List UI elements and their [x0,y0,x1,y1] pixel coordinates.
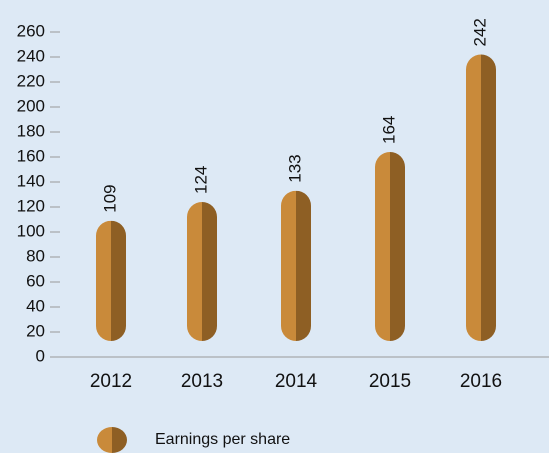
y-tick-label: 20 [26,321,45,340]
bar-left [97,427,112,453]
bar-left [281,190,296,341]
y-tick-label: 140 [17,171,45,190]
data-label: 124 [191,166,210,194]
bar [466,54,496,341]
bar [187,202,217,341]
x-tick-label: 2014 [275,371,318,392]
y-tick-label: 120 [17,196,45,215]
y-tick-label: 180 [17,121,45,140]
bar [281,190,311,341]
bar-left [96,220,111,341]
y-tick-label: 160 [17,146,45,165]
bar-right [112,427,127,453]
y-tick-label: 0 [36,346,45,365]
bar-right [481,54,496,341]
legend-swatch [97,427,127,453]
bar-left [375,152,390,341]
bar [375,152,405,341]
bar-right [296,190,311,341]
y-tick-label: 240 [17,46,45,65]
x-tick-label: 2012 [90,371,132,392]
y-tick-label: 260 [17,21,45,40]
x-tick-label: 2016 [460,371,502,392]
bar-left [187,202,202,341]
bar-right [111,220,126,341]
y-tick-label: 60 [26,271,45,290]
y-tick-label: 200 [17,96,45,115]
y-tick-label: 100 [17,221,45,240]
y-tick-label: 220 [17,71,45,90]
bar-right [390,152,405,341]
x-tick-label: 2013 [181,371,223,392]
y-tick-label: 80 [26,246,45,265]
bar-left [466,54,481,341]
legend-label: Earnings per share [155,431,290,448]
data-label: 242 [470,18,489,46]
bar-right [202,202,217,341]
x-tick-label: 2015 [369,371,411,392]
y-tick-label: 40 [26,296,45,315]
bar [96,220,126,341]
data-label: 164 [379,116,398,144]
data-label: 109 [100,184,119,212]
data-label: 133 [285,154,304,182]
